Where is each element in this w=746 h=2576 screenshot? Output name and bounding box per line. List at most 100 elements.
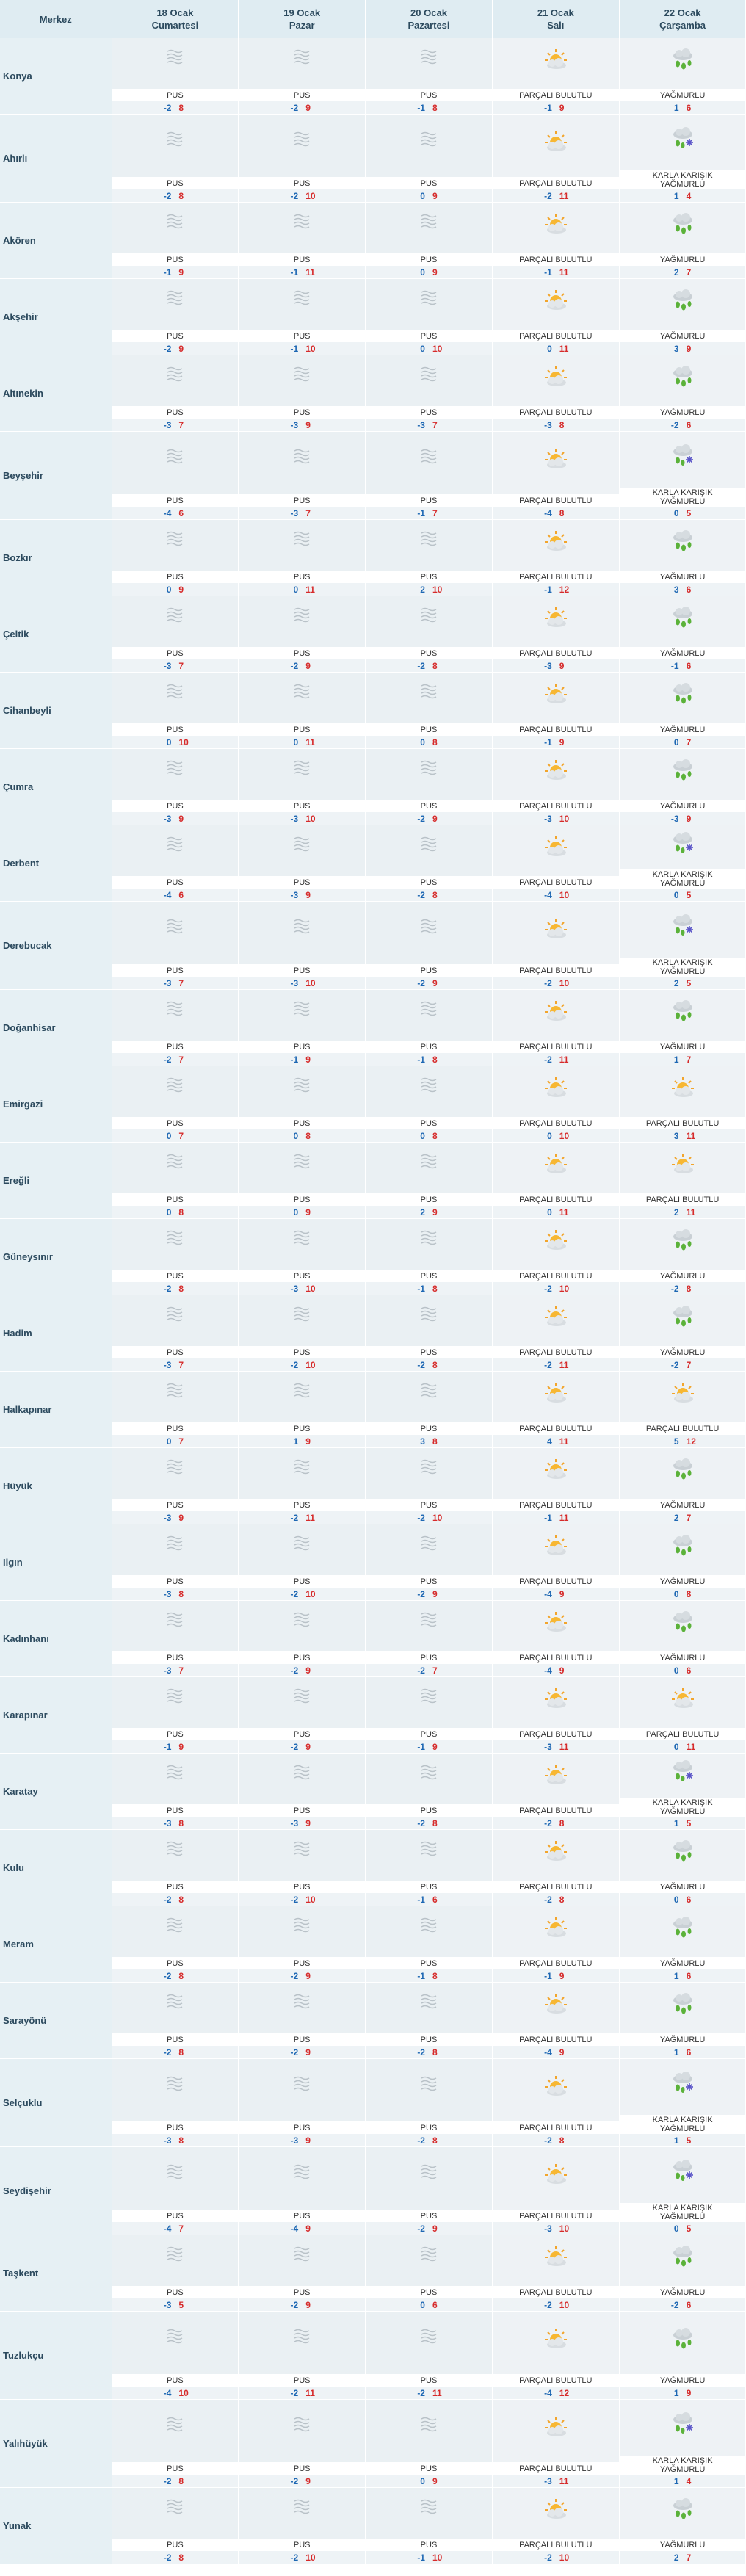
condition-label: PUS <box>366 1195 492 1204</box>
forecast-cell: PUS -3 9 <box>238 1753 366 1830</box>
condition-label: PUS <box>112 1730 239 1739</box>
max-temp: 10 <box>305 1284 316 1294</box>
fog-icon <box>164 835 185 858</box>
max-temp: 12 <box>686 1436 696 1447</box>
min-temp: -1 <box>163 267 172 278</box>
fog-icon <box>291 289 312 311</box>
forecast-cell: PARÇALI BULUTLU -4 9 <box>492 1524 620 1601</box>
max-temp: 9 <box>305 103 311 113</box>
max-temp: 6 <box>686 420 692 430</box>
partly-cloudy-icon <box>543 2497 569 2525</box>
fog-icon <box>164 1687 185 1710</box>
condition-label: PARÇALI BULUTLU <box>492 408 619 417</box>
max-temp: 7 <box>686 1054 692 1065</box>
max-temp: 11 <box>559 1207 569 1218</box>
condition-label: PUS <box>366 91 492 100</box>
condition-label: PUS <box>239 179 366 188</box>
location-name: Yalıhüyük <box>0 2399 112 2488</box>
location-name: Hüyük <box>0 1447 112 1524</box>
min-temp: -1 <box>544 267 552 278</box>
max-temp: 11 <box>559 1054 569 1065</box>
min-temp: -2 <box>163 1895 172 1905</box>
partly-cloudy-icon <box>543 212 569 239</box>
min-temp: 3 <box>420 1436 425 1447</box>
max-temp: 9 <box>178 1513 184 1523</box>
min-temp: -2 <box>670 2300 679 2310</box>
condition-label: PUS <box>239 649 366 658</box>
condition-label: PARÇALI BULUTLU <box>492 496 619 505</box>
max-temp: 8 <box>178 2135 184 2146</box>
forecast-cell: PARÇALI BULUTLU -3 8 <box>492 355 620 432</box>
max-temp: 6 <box>432 1895 438 1905</box>
condition-label: PARÇALI BULUTLU <box>492 1806 619 1815</box>
min-temp: -4 <box>163 508 172 518</box>
condition-label: PUS <box>239 1730 366 1739</box>
forecast-row: Çeltik PUS -3 7 PUS -2 9 PUS -2 8 PARÇALI BULUTLU -… <box>0 596 746 673</box>
forecast-cell: YAĞMURLU 2 7 <box>619 1447 746 1524</box>
forecast-cell: PUS -3 5 <box>112 2235 239 2312</box>
fog-icon <box>164 2163 185 2185</box>
max-temp: 11 <box>559 2476 569 2486</box>
min-temp: -2 <box>290 103 299 113</box>
max-temp: 9 <box>432 2476 438 2486</box>
forecast-cell: PUS -4 6 <box>112 431 239 520</box>
condition-label: PARÇALI BULUTLU <box>492 1654 619 1663</box>
condition-label: YAĞMURLU <box>619 802 746 811</box>
condition-label: YAĞMURLU <box>619 1654 746 1663</box>
min-temp: 0 <box>673 1665 679 1676</box>
fog-icon <box>419 999 439 1022</box>
min-temp: -3 <box>290 814 299 824</box>
partly-cloudy-icon <box>543 1534 569 1561</box>
fog-icon <box>291 529 312 552</box>
fog-icon <box>164 447 185 470</box>
forecast-cell: PUS 0 7 <box>112 1066 239 1143</box>
forecast-cell: PUS 0 9 <box>112 519 239 596</box>
forecast-cell: PUS -3 7 <box>112 901 239 990</box>
forecast-cell: PUS -2 9 <box>238 1906 366 1983</box>
condition-label: PUS <box>112 1577 239 1586</box>
forecast-row: Güneysınır PUS -2 8 PUS -3 10 PUS -1 8 PARÇALI BUL… <box>0 1218 746 1295</box>
forecast-cell: PARÇALI BULUTLU 5 12 <box>619 1371 746 1448</box>
forecast-cell: PARÇALI BULUTLU -1 9 <box>492 38 620 115</box>
partly-cloudy-icon <box>543 2415 569 2442</box>
max-temp: 9 <box>305 1436 311 1447</box>
forecast-cell: PARÇALI BULUTLU -1 9 <box>492 1906 620 1983</box>
forecast-cell: PUS -2 10 <box>238 2487 366 2564</box>
min-temp: -1 <box>290 344 299 354</box>
fog-icon <box>291 2327 312 2350</box>
min-temp: -3 <box>290 1284 299 1294</box>
min-temp: 0 <box>166 1207 172 1218</box>
forecast-cell: PUS -3 7 <box>112 1600 239 1677</box>
max-temp: 8 <box>178 191 184 201</box>
partly-cloudy-icon <box>670 1076 696 1103</box>
max-temp: 9 <box>559 737 565 748</box>
max-temp: 9 <box>686 814 692 824</box>
rain-icon <box>670 365 696 392</box>
min-temp: 0 <box>673 508 679 518</box>
fog-icon <box>419 1839 439 1862</box>
min-temp: -4 <box>544 508 552 518</box>
condition-label: PARÇALI BULUTLU <box>492 1425 619 1433</box>
fog-icon <box>419 1152 439 1175</box>
forecast-row: Beyşehir PUS -4 6 PUS -3 7 PUS -1 7 PARÇALI BULUTL… <box>0 431 746 520</box>
condition-label: YAĞMURLU <box>619 2376 746 2385</box>
min-temp: 0 <box>547 344 552 354</box>
partly-cloudy-icon <box>543 1763 569 1790</box>
partly-cloudy-icon <box>543 2245 569 2272</box>
forecast-cell: PUS -2 9 <box>238 2399 366 2488</box>
fog-icon <box>164 999 185 1022</box>
rain-icon <box>670 289 696 316</box>
max-temp: 4 <box>686 191 692 201</box>
max-temp: 7 <box>178 1436 184 1447</box>
max-temp: 9 <box>305 2135 311 2146</box>
max-temp: 8 <box>178 2553 184 2563</box>
condition-label: PUS <box>239 332 366 341</box>
condition-label: PUS <box>112 496 239 505</box>
min-temp: -2 <box>163 1054 172 1065</box>
max-temp: 10 <box>305 814 316 824</box>
forecast-cell: PUS -3 7 <box>112 1295 239 1372</box>
max-temp: 10 <box>432 344 443 354</box>
max-temp: 9 <box>305 2476 311 2486</box>
rain-icon <box>670 2245 696 2272</box>
fog-icon <box>419 759 439 781</box>
